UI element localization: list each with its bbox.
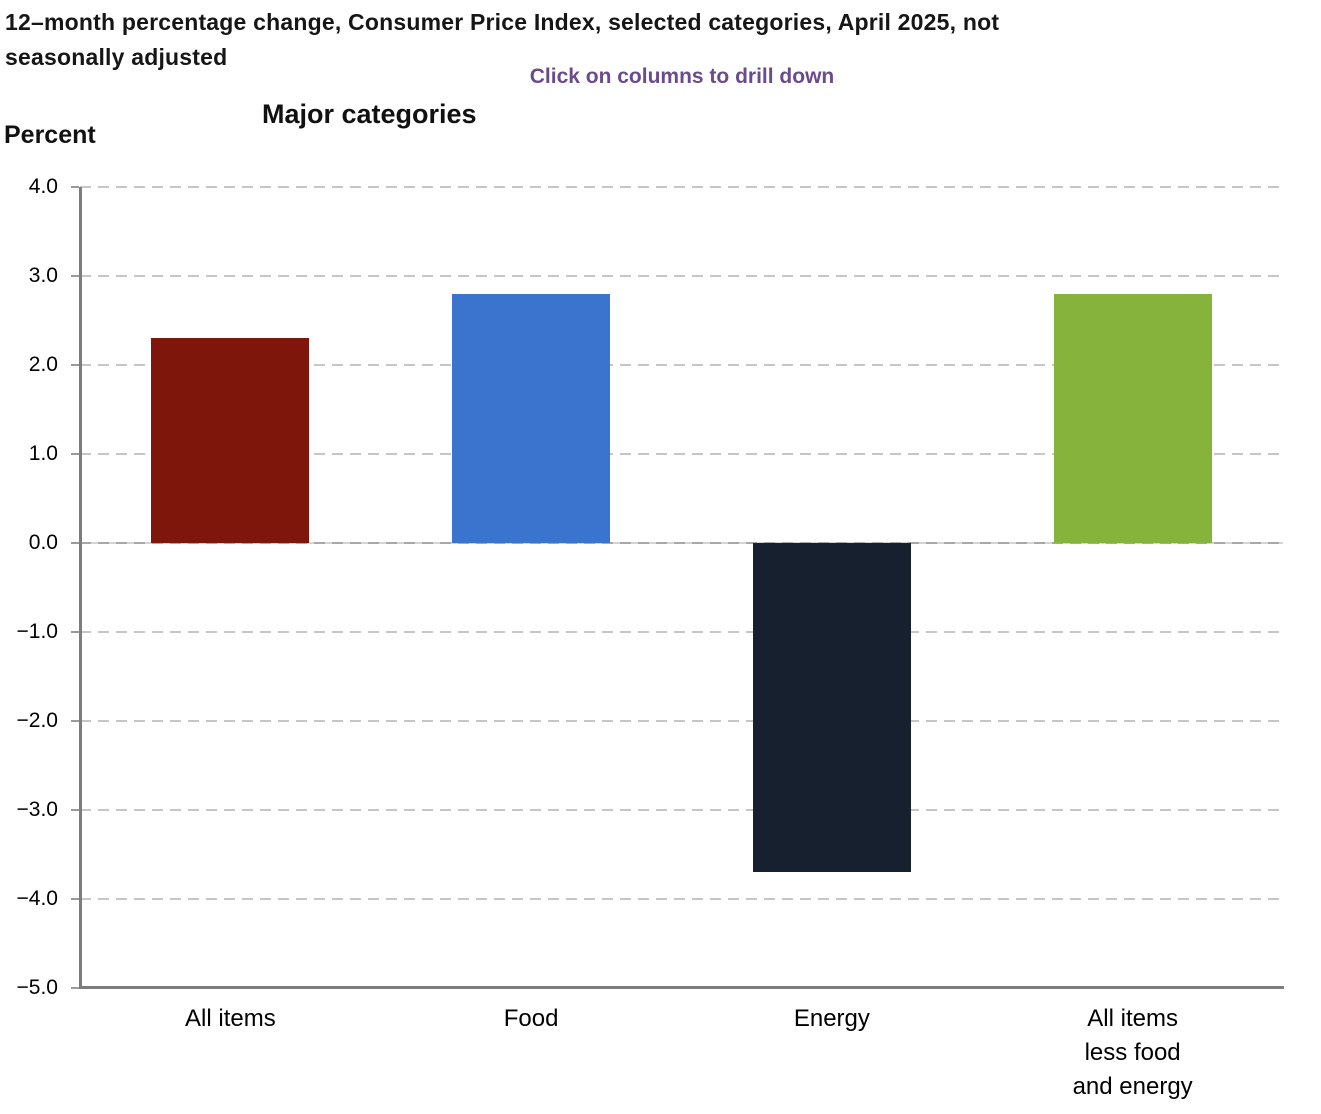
y-axis-title: Percent [4,121,96,149]
gridline [80,809,1283,811]
x-label-all-items-less-food-and-energy: All items less food and energy [1072,1005,1193,1100]
y-tick-label: −2.0 [16,709,58,732]
zero-gridline [80,542,1283,544]
y-tick [71,186,79,188]
bar-all-items[interactable] [151,338,310,543]
y-tick [71,453,79,455]
bar-energy[interactable] [752,543,911,873]
y-tick-label: −5.0 [16,976,58,999]
y-axis-line [79,187,82,989]
bar-all-items-less-food-and-energy[interactable] [1053,293,1212,543]
drill-down-hint: Click on columns to drill down [529,65,835,88]
x-label-all-items: All items [185,1005,276,1032]
y-tick-label: −4.0 [16,887,58,910]
gridline [80,186,1283,188]
y-tick-label: 1.0 [28,442,58,465]
gridline [80,275,1283,277]
gridline [80,720,1283,722]
y-tick [71,364,79,366]
y-tick [71,720,79,722]
y-tick-label: 0.0 [28,531,58,554]
y-tick [71,631,79,633]
y-tick [71,542,79,544]
y-tick [71,275,79,277]
chart-title: 12–month percentage change, Consumer Pri… [5,5,1285,75]
y-tick-label: 2.0 [28,353,58,376]
gridline [80,631,1283,633]
gridline [80,364,1283,366]
y-tick-label: −3.0 [16,798,58,821]
x-label-food: Food [503,1005,559,1032]
x-axis-line [79,986,1284,989]
y-tick [71,809,79,811]
chart-title-line-2: seasonally adjusted [5,44,228,70]
y-tick [71,898,79,900]
chart-title-line-1: 12–month percentage change, Consumer Pri… [5,9,1000,35]
x-label-energy: Energy [793,1005,870,1032]
gridline [80,453,1283,455]
bar-food[interactable] [452,293,611,543]
y-tick [71,987,79,989]
gridline [80,898,1283,900]
y-tick-label: 4.0 [28,175,58,198]
y-tick-label: −1.0 [16,620,58,643]
y-tick-label: 3.0 [28,264,58,287]
section-title: Major categories [262,99,477,129]
